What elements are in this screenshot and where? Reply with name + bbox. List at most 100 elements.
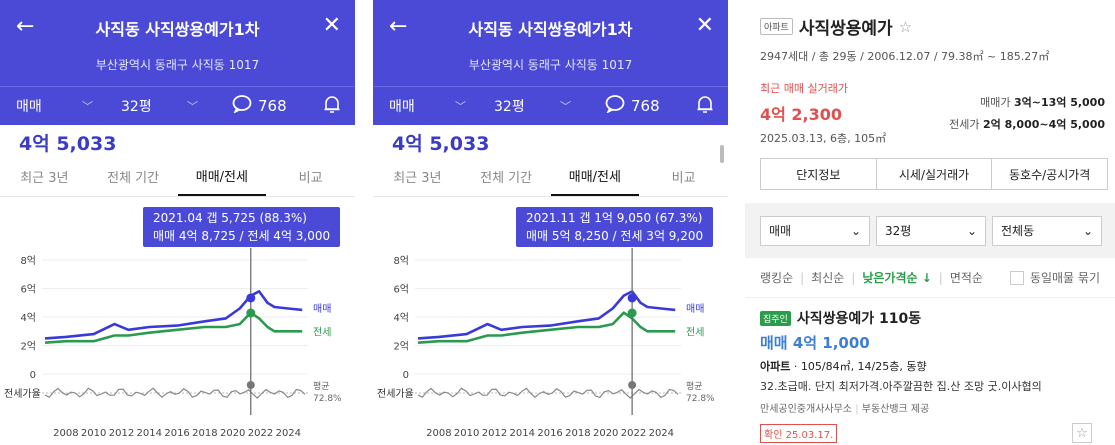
speech-bubble-icon: [605, 95, 625, 117]
x-tick-label: 2014: [510, 428, 535, 439]
x-tick-label: 2014: [137, 428, 162, 439]
ratio-label: 전세가율: [4, 388, 41, 400]
size-dropdown[interactable]: 32평 ⌄: [876, 215, 986, 246]
trade-type-value: 매매: [16, 99, 42, 115]
address: 부산광역시 동래구 사직동 1017: [95, 58, 260, 72]
x-tick-label: 2008: [53, 428, 78, 439]
x-tick-label: 2020: [593, 428, 618, 439]
x-tick-label: 2012: [482, 428, 507, 439]
trade-type-select[interactable]: 매매 ﹀: [373, 96, 478, 116]
tab-compare[interactable]: 비교: [298, 171, 323, 186]
average-value: 72.8%: [313, 394, 342, 404]
dong-dropdown[interactable]: 전체동 ⌄: [992, 215, 1102, 246]
current-price: 4억 5,033: [392, 133, 490, 155]
y-tick-label: 2억: [393, 341, 409, 353]
x-tick-label: 2024: [649, 428, 674, 439]
divider: |: [938, 270, 943, 285]
trade-type-value: 매매: [389, 99, 415, 115]
listing-spec: · 105/84㎡, 14/25층, 동향: [790, 360, 927, 373]
same-listing-toggle[interactable]: 동일매물 묶기: [1009, 269, 1100, 286]
tab-all-period[interactable]: 전체 기간: [107, 171, 160, 186]
sale-series-line: [417, 290, 676, 340]
listing-card[interactable]: 집주인 사직쌍용예가 110동 매매 4억 1,000 아파트 · 105/84…: [745, 298, 1115, 443]
y-tick-label: 4억: [20, 312, 36, 324]
page-title: 사직동 사직쌍용예가1차: [468, 20, 633, 39]
x-tick-label: 2016: [537, 428, 562, 439]
sort-area[interactable]: 면적순: [949, 271, 983, 285]
comment-button[interactable]: 768: [210, 95, 287, 117]
complex-info-button[interactable]: 단지정보: [761, 159, 877, 189]
size-value: 32평: [121, 99, 152, 115]
x-tick-label: 2016: [164, 428, 189, 439]
jeonse-range-label: 전세가: [949, 118, 980, 131]
checkbox[interactable]: [1009, 270, 1024, 285]
sale-marker: [627, 293, 637, 303]
average-label: 평균: [313, 381, 330, 392]
tab-recent-3y[interactable]: 최근 3년: [20, 171, 69, 186]
size-select[interactable]: 32평 ﹀: [105, 96, 210, 116]
chevron-down-icon: ⌄: [850, 223, 861, 238]
filter-bar: 매매 ⌄ 32평 ⌄ 전체동 ⌄: [745, 203, 1115, 258]
confirmed-date: 확인 25.03.17.: [760, 423, 838, 443]
close-icon[interactable]: ✕: [322, 13, 341, 38]
chevron-down-icon: ﹀: [560, 100, 571, 113]
jeonse-marker: [627, 308, 637, 318]
tab-all-period[interactable]: 전체 기간: [480, 171, 533, 186]
header: ← 사직동 사직쌍용예가1차 ✕ 부산광역시 동래구 사직동 1017 매매 ﹀ …: [0, 0, 355, 125]
close-icon[interactable]: ✕: [695, 13, 714, 38]
listing-name: 사직쌍용예가 110동: [796, 311, 922, 327]
back-arrow-icon[interactable]: ←: [16, 14, 35, 39]
jeonse-price-range: 전세가 2억 8,000~4억 5,000: [949, 114, 1105, 136]
comment-button[interactable]: 768: [583, 95, 660, 117]
current-price: 4억 5,033: [19, 133, 117, 155]
unit-price-button[interactable]: 동호수/공시가격: [1009, 167, 1091, 182]
x-tick-label: 2010: [81, 428, 106, 439]
tab-sale-jeonse[interactable]: 매매/전세: [177, 157, 267, 196]
back-arrow-icon[interactable]: ←: [389, 14, 408, 39]
star-icon[interactable]: ☆: [1072, 423, 1092, 443]
recent-trade-price: 4억 2,300: [760, 105, 843, 124]
trade-type-select[interactable]: 매매 ﹀: [0, 96, 105, 116]
chevron-down-icon: ⌄: [966, 223, 977, 238]
average-label: 평균: [686, 381, 703, 392]
address: 부산광역시 동래구 사직동 1017: [468, 58, 633, 72]
jeonse-series-line: [44, 311, 303, 344]
bell-icon[interactable]: [696, 94, 714, 118]
owner-badge: 집주인: [760, 310, 791, 326]
sort-ranking[interactable]: 랭킹순: [760, 271, 794, 285]
x-tick-label: 2018: [565, 428, 590, 439]
y-tick-label: 0: [403, 370, 409, 381]
tooltip-prices: 매매 4억 8,725 / 전세 4억 3,000: [153, 229, 331, 243]
bell-icon[interactable]: [323, 94, 341, 118]
sort-low-price[interactable]: 낮은가격순 ↓: [862, 271, 932, 285]
ratio-label: 전세가율: [377, 388, 414, 400]
y-tick-label: 2억: [20, 341, 36, 353]
y-tick-label: 6억: [20, 284, 36, 296]
ratio-marker: [246, 381, 255, 389]
sort-latest[interactable]: 최신순: [811, 271, 845, 285]
market-price-button[interactable]: 시세/실거래가: [877, 159, 993, 189]
tab-sale-jeonse[interactable]: 매매/전세: [550, 157, 640, 196]
complex-info: 2947세대 / 총 29동 / 2006.12.07 / 79.38㎡ ~ 1…: [760, 50, 1050, 63]
divider: |: [800, 270, 805, 285]
scrollbar[interactable]: [720, 145, 724, 163]
same-listing-label: 동일매물 묶기: [1029, 271, 1100, 285]
tab-recent-3y[interactable]: 최근 3년: [393, 171, 442, 186]
size-value: 32평: [885, 224, 912, 238]
tab-compare[interactable]: 비교: [671, 171, 696, 186]
property-type-tag: 아파트: [760, 18, 793, 35]
y-tick-label: 8억: [20, 255, 36, 267]
listing-type: 아파트: [760, 360, 791, 373]
size-value: 32평: [494, 99, 525, 115]
size-select[interactable]: 32평 ﹀: [478, 96, 583, 116]
tooltip-prices: 매매 5억 8,250 / 전세 3억 9,200: [526, 229, 704, 243]
star-icon[interactable]: ☆: [898, 17, 913, 36]
data-provider: 부동산뱅크 제공: [861, 404, 930, 415]
chevron-down-icon: ﹀: [187, 100, 198, 113]
trade-type-dropdown[interactable]: 매매 ⌄: [760, 215, 870, 246]
divider: |: [851, 270, 856, 285]
x-tick-label: 2020: [220, 428, 245, 439]
jeonse-range-value: 2억 8,000~4억 5,000: [982, 118, 1105, 131]
